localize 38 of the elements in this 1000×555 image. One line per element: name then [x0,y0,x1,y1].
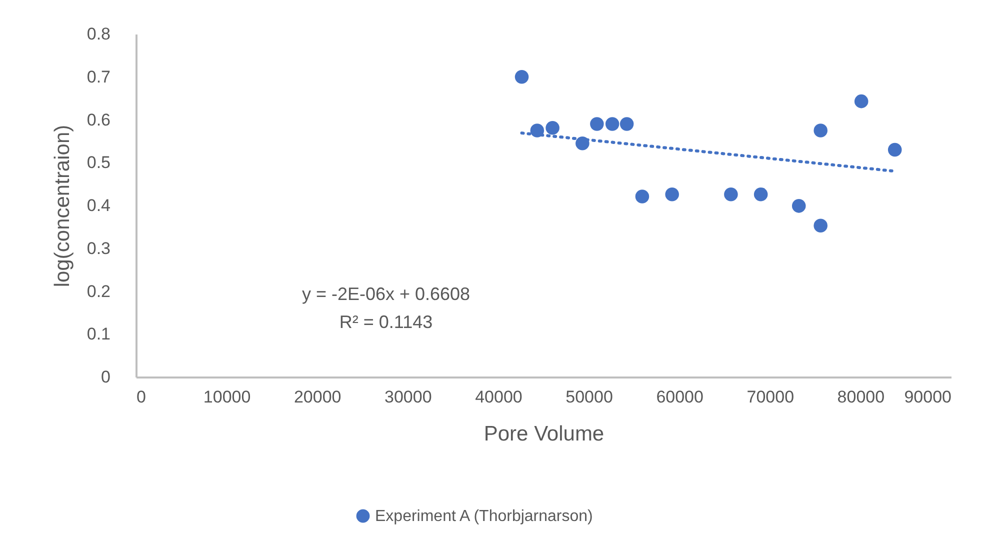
x-tick-label: 60000 [656,388,704,406]
point [620,117,634,131]
x-tick-label: 50000 [566,388,613,406]
y-tick-label: 0.8 [86,24,110,44]
annotation: y = -2E-06x + 0.6608 [302,284,470,304]
x-tick-label: 70000 [746,388,794,406]
point [514,70,529,84]
point [814,218,828,233]
y-tick-label: 0.1 [86,324,110,344]
point [665,187,679,202]
point [605,117,620,131]
x-axis-title: Pore Volume [484,422,604,446]
x-tick-label: 90000 [904,388,952,406]
y-tick-label: 0.2 [86,282,110,301]
y-tick-label: 0.6 [86,110,110,130]
point [814,124,828,138]
y-tick-label: 0 [101,368,110,386]
y-axis-title: log(concentraion) [50,124,74,288]
point [792,199,806,213]
point [546,121,560,135]
point [590,117,604,131]
point [854,94,868,108]
legend-label: Experiment A (Thorbjarnarson) [375,508,593,525]
x-tick-label: 10000 [203,388,251,406]
x-tick-label: 40000 [475,388,522,406]
y-tick-label: 0.3 [86,238,110,258]
y-tick-label: 0.4 [86,196,110,215]
y-tick-label: 0.7 [86,67,110,86]
x-tick-label: 20000 [294,388,342,406]
point [635,190,650,204]
point [888,142,902,157]
point [754,187,768,202]
x-tick-label: 80000 [837,388,885,406]
annotation: R² = 0.1143 [339,312,433,332]
y-tick-label: 0.5 [86,153,110,172]
x-tick-label: 30000 [384,388,432,406]
point [724,187,738,202]
x-tick-label: 0 [136,388,146,406]
